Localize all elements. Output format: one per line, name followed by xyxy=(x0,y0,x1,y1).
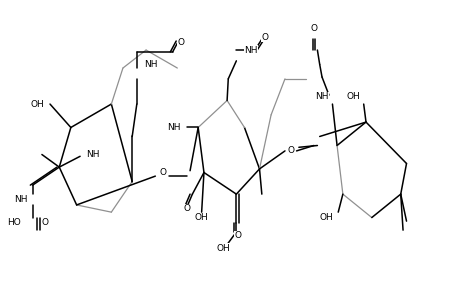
Text: NH: NH xyxy=(86,150,99,159)
Text: NH: NH xyxy=(167,123,180,132)
Text: NH: NH xyxy=(144,60,157,69)
Text: O: O xyxy=(177,38,184,47)
Text: O: O xyxy=(42,218,49,227)
Text: NH: NH xyxy=(315,92,328,101)
Text: O: O xyxy=(287,146,294,155)
Text: OH: OH xyxy=(216,244,230,253)
Text: HO: HO xyxy=(7,218,21,227)
Text: NH: NH xyxy=(15,195,28,204)
Text: NH: NH xyxy=(244,46,257,55)
Text: OH: OH xyxy=(319,213,333,222)
Text: O: O xyxy=(310,24,317,33)
Text: O: O xyxy=(160,168,167,177)
Text: OH: OH xyxy=(346,92,359,101)
Text: OH: OH xyxy=(194,213,208,222)
Text: O: O xyxy=(261,33,268,42)
Text: OH: OH xyxy=(30,100,44,109)
Text: O: O xyxy=(183,204,190,213)
Text: O: O xyxy=(234,231,241,240)
